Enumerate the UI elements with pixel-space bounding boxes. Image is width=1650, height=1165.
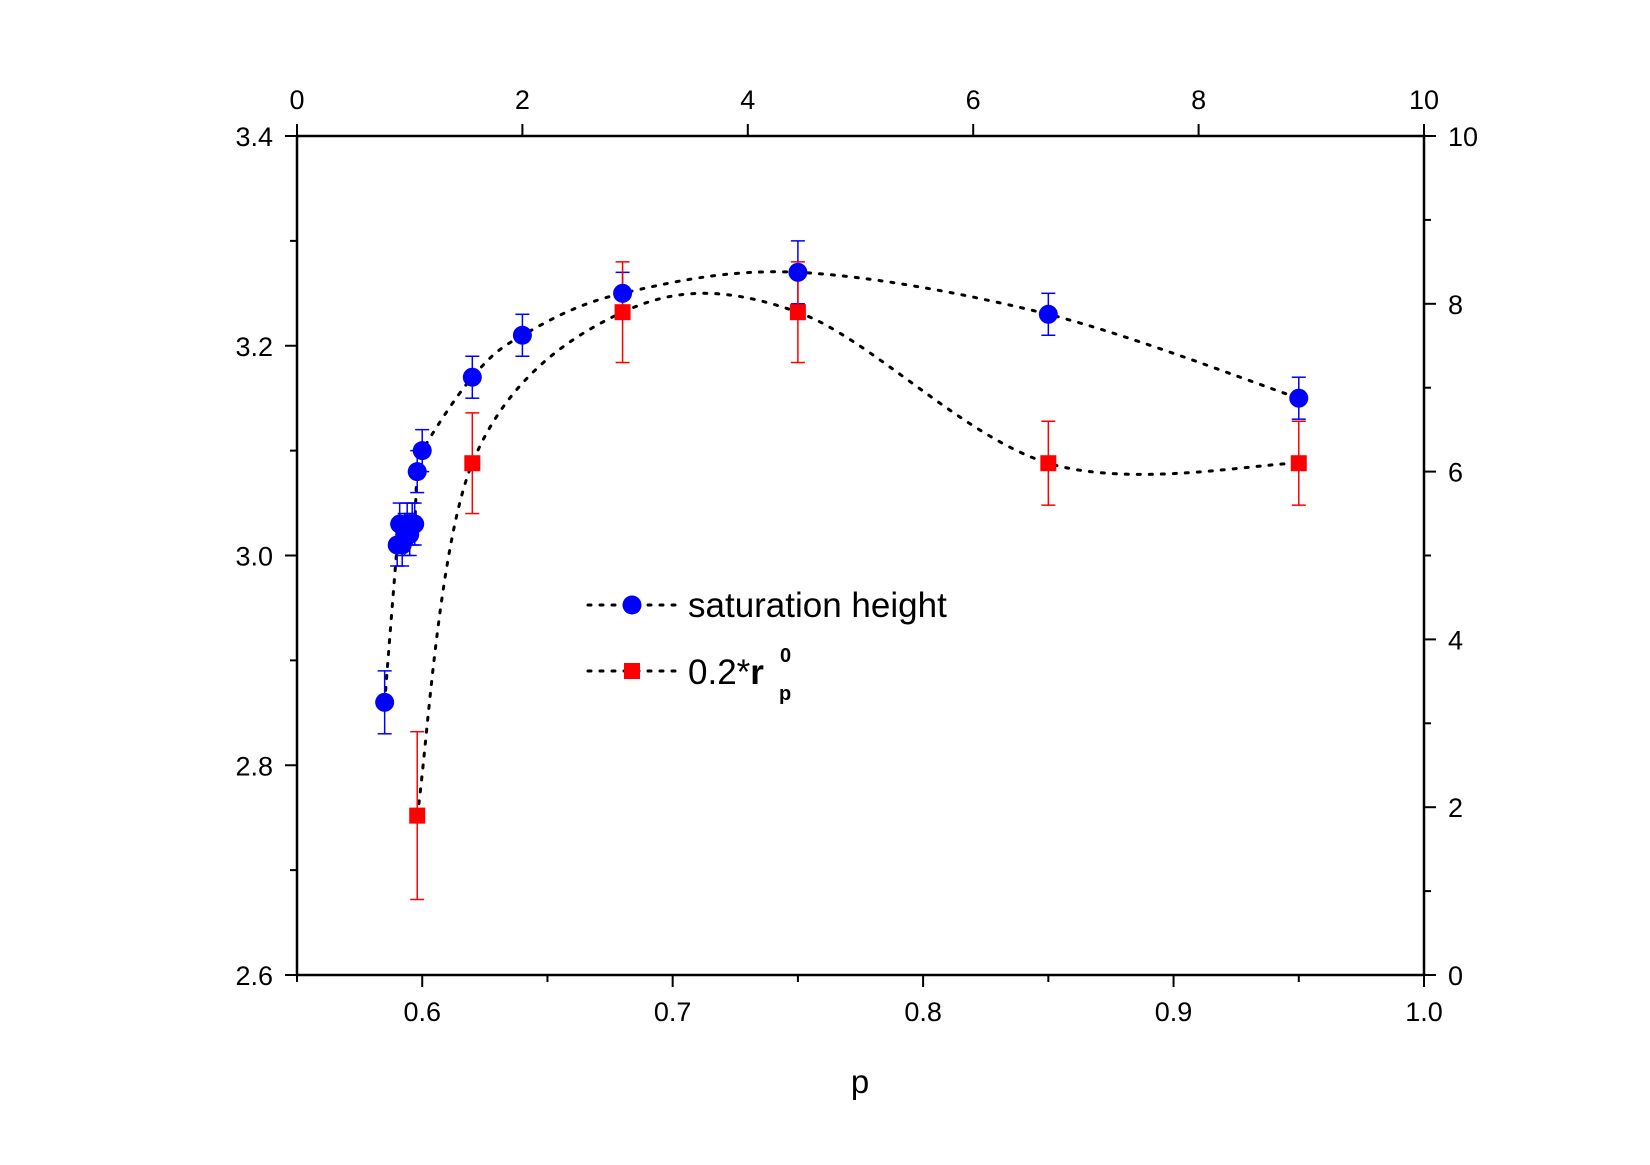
data-point-square <box>614 304 631 321</box>
data-point-square <box>1040 455 1057 472</box>
data-point-square <box>409 807 426 824</box>
top-tick-label: 8 <box>1191 85 1206 115</box>
data-point-circle <box>462 367 482 387</box>
legend-marker-red <box>624 663 640 679</box>
top-tick-label: 0 <box>289 85 304 115</box>
x-tick-label: 1.0 <box>1405 997 1443 1027</box>
legend-label-sub: p <box>779 683 791 705</box>
x-tick-label: 0.7 <box>654 997 692 1027</box>
left-tick-label: 3.2 <box>235 332 273 362</box>
series-line-1 <box>415 291 1301 818</box>
data-point-circle <box>405 514 425 534</box>
top-tick-label: 2 <box>515 85 530 115</box>
data-point-circle <box>788 262 808 282</box>
top-tick-label: 10 <box>1409 85 1439 115</box>
right-tick-label: 2 <box>1448 793 1463 823</box>
data-point-circle <box>375 692 395 712</box>
data-point-circle <box>512 325 532 345</box>
legend-marker-blue <box>622 595 642 615</box>
left-tick-label: 2.8 <box>235 751 273 781</box>
data-point-square <box>464 455 481 472</box>
tick-labels: 0.6 0.7 0.8 0.9 1.00 2 4 6 8 102.62.83.03.23.4024… <box>235 85 1478 1027</box>
right-tick-label: 4 <box>1448 625 1463 655</box>
legend-label-sup: 0 <box>780 645 791 667</box>
data-point-circle <box>1289 388 1309 408</box>
x-axis-title: p <box>851 1063 869 1100</box>
left-tick-label: 3.0 <box>235 542 273 572</box>
right-tick-label: 6 <box>1448 458 1463 488</box>
right-tick-label: 8 <box>1448 290 1463 320</box>
data-point-circle <box>1038 304 1058 324</box>
plot-frame <box>295 134 1426 977</box>
data-point-circle <box>407 462 427 482</box>
legend-label-r-p0: 0.2*r <box>688 653 764 692</box>
legend-label-saturation-height: saturation height <box>688 586 947 625</box>
x-tick-label: 0.9 <box>1155 997 1193 1027</box>
data-markers <box>375 262 1309 824</box>
top-tick-label: 4 <box>740 85 755 115</box>
left-tick-label: 3.4 <box>235 122 273 152</box>
data-point-circle <box>613 283 633 303</box>
x-tick-label: 0.6 <box>403 997 441 1027</box>
data-point-circle <box>412 441 432 461</box>
right-tick-label: 0 <box>1448 961 1463 991</box>
axis-ticks <box>285 124 1436 987</box>
legend: saturation height 0.2*r 0 p <box>586 586 947 705</box>
legend-label-base: 0.2* <box>688 653 751 692</box>
top-tick-label: 6 <box>966 85 981 115</box>
data-point-square <box>789 304 806 321</box>
left-tick-label: 2.6 <box>235 961 273 991</box>
right-tick-label: 10 <box>1448 122 1478 152</box>
data-point-square <box>1290 455 1307 472</box>
legend-label-var: r <box>750 653 764 692</box>
x-tick-label: 0.8 <box>904 997 942 1027</box>
